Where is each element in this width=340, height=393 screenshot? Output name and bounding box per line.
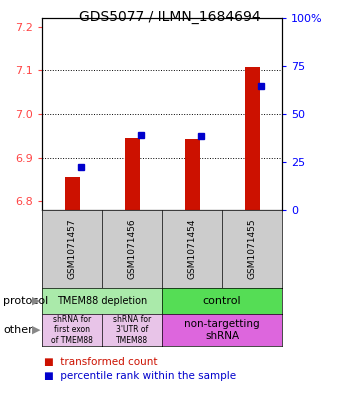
Text: other: other xyxy=(3,325,33,335)
Text: protocol: protocol xyxy=(3,296,49,306)
Text: GSM1071454: GSM1071454 xyxy=(187,219,197,279)
Text: shRNA for
3'UTR of
TMEM88: shRNA for 3'UTR of TMEM88 xyxy=(113,315,151,345)
Text: control: control xyxy=(203,296,241,306)
Text: shRNA for
first exon
of TMEM88: shRNA for first exon of TMEM88 xyxy=(51,315,93,345)
Text: GDS5077 / ILMN_1684694: GDS5077 / ILMN_1684694 xyxy=(79,10,261,24)
Text: ▶: ▶ xyxy=(32,325,40,335)
Text: ■  transformed count: ■ transformed count xyxy=(44,357,157,367)
Bar xyxy=(185,139,200,210)
Text: GSM1071457: GSM1071457 xyxy=(68,219,76,279)
Bar xyxy=(244,67,259,210)
Text: TMEM88 depletion: TMEM88 depletion xyxy=(57,296,147,306)
Text: non-targetting
shRNA: non-targetting shRNA xyxy=(184,319,260,341)
Bar xyxy=(65,177,80,210)
Text: ▶: ▶ xyxy=(32,296,40,306)
Text: GSM1071456: GSM1071456 xyxy=(128,219,136,279)
Bar xyxy=(124,138,139,210)
Text: GSM1071455: GSM1071455 xyxy=(248,219,256,279)
Text: ■  percentile rank within the sample: ■ percentile rank within the sample xyxy=(44,371,236,381)
